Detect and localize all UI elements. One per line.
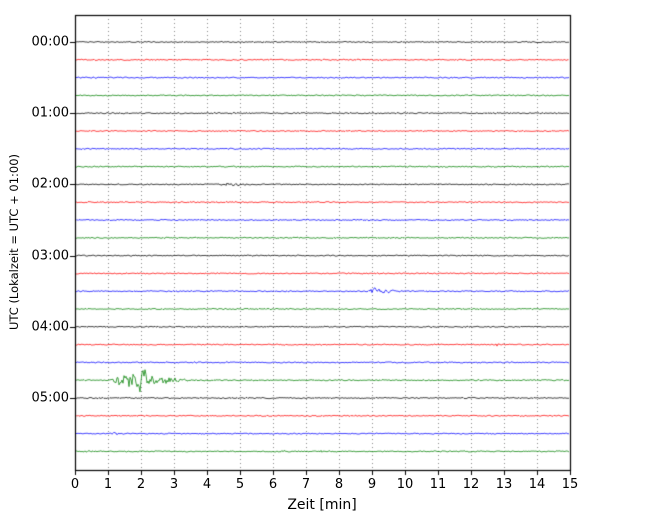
y-tick-label: 05:00 [31, 390, 69, 406]
x-axis-label: Zeit [min] [287, 497, 357, 513]
y-tick-label: 01:00 [31, 105, 69, 121]
x-tick-label: 0 [70, 477, 80, 492]
x-tick-label: 2 [136, 477, 146, 492]
x-tick-label: 6 [268, 477, 278, 492]
x-tick-label: 11 [429, 477, 447, 492]
x-tick-label: 4 [202, 477, 212, 492]
y-tick-label: 00:00 [31, 34, 69, 50]
x-tick-label: 13 [495, 477, 513, 492]
x-tick-label: 12 [462, 477, 480, 492]
x-tick-label: 7 [301, 477, 311, 492]
x-tick-label: 15 [561, 477, 579, 492]
x-tick-label: 10 [396, 477, 414, 492]
x-tick-label: 9 [367, 477, 377, 492]
x-tick-label: 3 [169, 477, 179, 492]
x-tick-label: 8 [334, 477, 344, 492]
y-tick-label: 04:00 [31, 319, 69, 335]
x-tick-label: 5 [235, 477, 245, 492]
x-tick-label: 14 [528, 477, 546, 492]
y-tick-label: 03:00 [31, 248, 69, 264]
y-axis-label: UTC (Lokalzeit = UTC + 01:00) [7, 153, 21, 331]
x-tick-label: 1 [103, 477, 113, 492]
y-tick-label: 02:00 [31, 176, 69, 192]
